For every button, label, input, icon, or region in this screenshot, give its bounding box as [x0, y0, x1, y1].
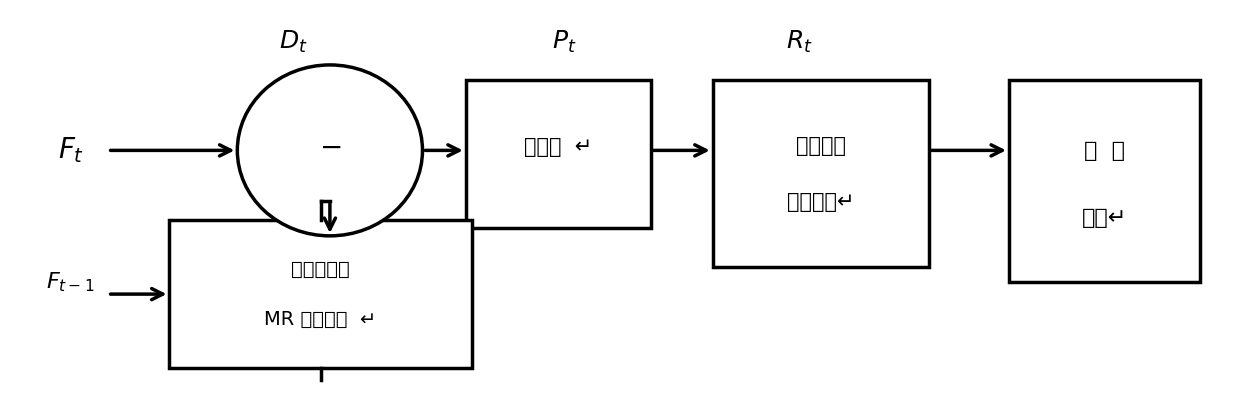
- Text: $P_t$: $P_t$: [552, 28, 577, 55]
- Text: $D_t$: $D_t$: [279, 28, 308, 55]
- Bar: [713, 80, 929, 267]
- Text: $F_{t-1}$: $F_{t-1}$: [46, 271, 95, 294]
- Text: 门控下获取: 门控下获取: [291, 260, 350, 279]
- Text: 靶  区: 靶 区: [1084, 141, 1125, 161]
- Text: MR 背景图像  ↵: MR 背景图像 ↵: [264, 310, 377, 329]
- Text: 判定↵: 判定↵: [1081, 208, 1127, 228]
- Bar: [1009, 80, 1200, 282]
- Ellipse shape: [237, 65, 423, 236]
- Text: 连通分析↵: 连通分析↵: [787, 191, 854, 212]
- Text: 二值化  ↵: 二值化 ↵: [525, 136, 593, 156]
- Text: 消除噪音: 消除噪音: [796, 136, 846, 156]
- Text: $R_t$: $R_t$: [786, 28, 812, 55]
- Text: $-$: $-$: [319, 132, 341, 160]
- Text: $F_t$: $F_t$: [57, 136, 84, 165]
- Bar: [466, 80, 651, 228]
- Bar: [170, 220, 472, 368]
